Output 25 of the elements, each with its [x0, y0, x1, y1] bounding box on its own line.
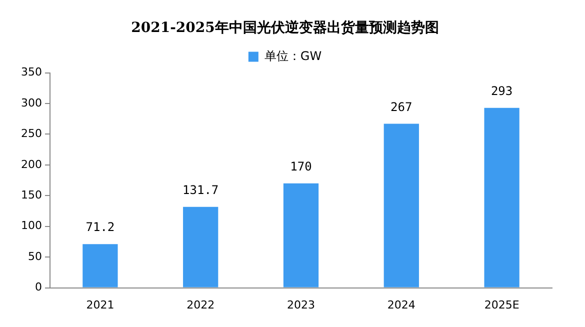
- x-tick-label: 2025E: [484, 298, 520, 312]
- data-label: 71.2: [86, 220, 115, 234]
- chart-title: 2021-2025年中国光伏逆变器出货量预测趋势图: [131, 19, 439, 36]
- x-tick-label: 2021: [86, 298, 114, 312]
- y-tick-label: 300: [20, 96, 42, 110]
- bar: [82, 244, 118, 288]
- y-tick-label: 250: [20, 127, 42, 140]
- y-tick-label: 150: [20, 188, 42, 202]
- x-tick-label: 2024: [387, 298, 416, 312]
- x-tick-label: 2022: [186, 298, 215, 312]
- legend-label: 单位：GW: [264, 48, 322, 63]
- bar: [484, 108, 520, 288]
- y-tick-label: 200: [20, 158, 42, 171]
- bar: [183, 206, 218, 288]
- data-label: 170: [290, 159, 312, 174]
- y-tick-label: 100: [20, 219, 42, 232]
- data-label: 267: [390, 100, 412, 114]
- data-label: 131.7: [182, 183, 219, 198]
- x-tick-label: 2023: [287, 298, 315, 312]
- y-tick-label: 50: [28, 250, 42, 263]
- bar: [384, 124, 419, 288]
- data-label: 293: [490, 84, 513, 98]
- bar: [283, 183, 319, 288]
- y-tick-label: 0: [34, 280, 42, 294]
- y-tick-label: 350: [20, 66, 42, 79]
